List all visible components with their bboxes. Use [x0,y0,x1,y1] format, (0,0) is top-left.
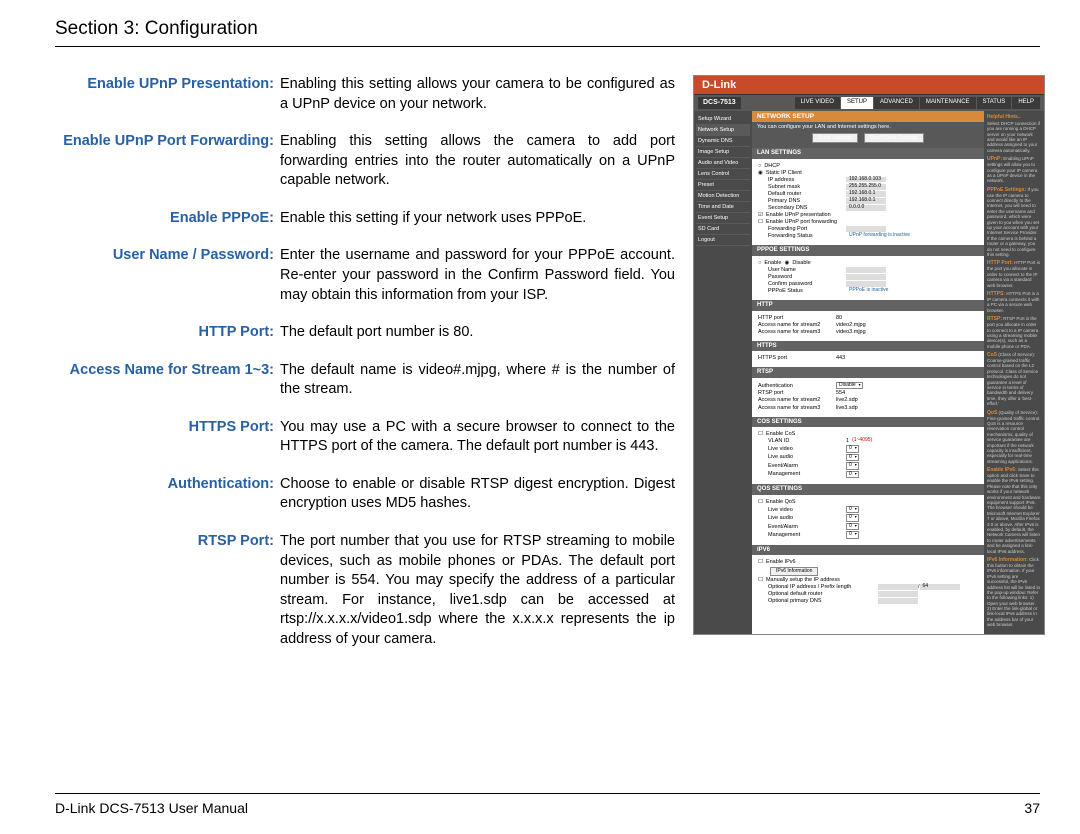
ipv6-info-button[interactable]: IPv6 Information [770,567,818,577]
qos-ev-select[interactable]: 0 [846,523,859,531]
def-desc: Enabling this setting allows your camera… [280,75,675,114]
dns2-field[interactable]: 0.0.0.0 [846,205,886,211]
cos-ev-select[interactable]: 0 [846,462,859,470]
ipv6-addr-field[interactable] [878,584,918,590]
tab-maintenance[interactable]: MAINTENANCE [920,97,976,109]
cos-lv-select[interactable]: 0 [846,445,859,453]
panel-title: NETWORK SETUP [752,111,984,122]
rtsp-stream3[interactable]: live3.sdp [836,405,858,411]
ipv6-manual-checkbox[interactable]: ☐ [758,577,763,583]
panel-subtitle: You can configure your LAN and Internet … [752,122,984,148]
qos-lv-select[interactable]: 0 [846,506,859,514]
rtsp-header: RTSP [752,367,984,378]
pppoe-confirm-field[interactable] [846,281,886,287]
ipv6-enable-checkbox[interactable]: ☐ [758,559,763,565]
def-label: HTTPS Port: [55,418,280,457]
def-desc: Enable this setting if your network uses… [280,209,675,229]
http-port-field[interactable]: 80 [836,315,842,321]
fwd-status: UPnP forwarding is inactive [849,233,910,239]
sidebar-item[interactable]: Logout [696,235,750,246]
tab-advanced[interactable]: ADVANCED [874,97,919,109]
save-button[interactable]: Save Settings [812,133,858,143]
sidebar-item[interactable]: SD Card [696,224,750,235]
stream3-name[interactable]: video3.mjpg [836,329,866,335]
def-label: RTSP Port: [55,532,280,649]
def-label: Enable UPnP Presentation: [55,75,280,114]
sidebar-item[interactable]: Audio and Video [696,158,750,169]
cos-mg-select[interactable]: 0 [846,471,859,479]
pppoe-disable-radio[interactable]: ◉ [785,260,790,266]
def-desc: Enabling this setting allows the camera … [280,132,675,191]
tab-setup[interactable]: SETUP [841,97,873,109]
radio-dhcp[interactable]: ○ [758,163,761,169]
definitions-column: Enable UPnP Presentation:Enabling this s… [55,75,675,667]
pppoe-status: PPPoE is inactive [849,288,888,294]
sidebar-item[interactable]: Motion Detection [696,191,750,202]
stream2-name[interactable]: video2.mjpg [836,322,866,328]
def-label: Enable UPnP Port Forwarding: [55,132,280,191]
dont-save-button[interactable]: Don't Save Settings [864,133,924,143]
gateway-field[interactable]: 192.168.0.1 [846,191,886,197]
rtsp-auth-select[interactable]: Disable [836,382,863,390]
sidebar-item[interactable]: Event Setup [696,213,750,224]
vlan-field[interactable]: 1 [846,438,849,444]
upnp-pres-checkbox[interactable]: ☑ [758,212,763,218]
tab-help[interactable]: HELP [1012,97,1040,109]
upnp-fwd-checkbox[interactable]: ☐ [758,219,763,225]
def-desc: The default name is video#.mjpg, where #… [280,361,675,400]
def-label: HTTP Port: [55,323,280,343]
model-label: DCS-7513 [698,97,741,109]
def-desc: Choose to enable or disable RTSP digest … [280,475,675,514]
rtsp-stream2[interactable]: live2.sdp [836,397,858,403]
sidebar-item[interactable]: Dynamic DNS [696,136,750,147]
qos-la-select[interactable]: 0 [846,514,859,522]
ipv6-dns-field[interactable] [878,598,918,604]
def-desc: Enter the username and password for your… [280,246,675,305]
mask-field[interactable]: 255.255.255.0 [846,184,886,190]
cos-la-select[interactable]: 0 [846,454,859,462]
def-label: Access Name for Stream 1~3: [55,361,280,400]
lan-header: LAN SETTINGS [752,148,984,159]
sidebar-item[interactable]: Setup Wizard [696,114,750,125]
ip-field[interactable]: 192.168.0.103 [846,177,886,183]
pppoe-user-field[interactable] [846,267,886,273]
sidebar-item[interactable]: Network Setup [696,125,750,136]
pppoe-pass-field[interactable] [846,274,886,280]
help-sidebar: Helpful Hints.. Select DHCP connection i… [984,111,1044,634]
def-label: Enable PPPoE: [55,209,280,229]
cos-enable-checkbox[interactable]: ☐ [758,431,763,437]
http-header: HTTP [752,300,984,311]
sidebar-item[interactable]: Time and Date [696,202,750,213]
footer-manual: D-Link DCS-7513 User Manual [55,800,248,816]
cos-header: COS SETTINGS [752,417,984,428]
radio-static[interactable]: ◉ [758,170,763,176]
pppoe-enable-radio[interactable]: ○ [758,260,761,266]
tab-live-video[interactable]: LIVE VIDEO [795,97,840,109]
def-desc: The port number that you use for RTSP st… [280,532,675,649]
pppoe-header: PPPOE SETTINGS [752,245,984,256]
https-header: HTTPS [752,341,984,352]
fwd-port-field[interactable] [846,226,886,232]
ipv6-gw-field[interactable] [878,591,918,597]
sidebar-item[interactable]: Image Setup [696,147,750,158]
tab-status[interactable]: STATUS [977,97,1012,109]
def-label: User Name / Password: [55,246,280,305]
https-port-field[interactable]: 443 [836,355,845,361]
ui-sidebar: Setup Wizard Network Setup Dynamic DNS I… [694,111,752,634]
sidebar-item[interactable]: Lens Control [696,169,750,180]
ipv6-header: IPV6 [752,545,984,556]
sidebar-item[interactable]: Preset [696,180,750,191]
def-label: Authentication: [55,475,280,514]
def-desc: The default port number is 80. [280,323,675,343]
qos-enable-checkbox[interactable]: ☐ [758,499,763,505]
def-desc: You may use a PC with a secure browser t… [280,418,675,457]
section-title: Section 3: Configuration [55,18,1040,47]
qos-header: QOS SETTINGS [752,484,984,495]
rtsp-port-field[interactable]: 554 [836,390,845,396]
dns1-field[interactable]: 192.168.0.1 [846,198,886,204]
footer-page: 37 [1024,800,1040,816]
brand-bar: D-Link [694,76,1044,95]
qos-mg-select[interactable]: 0 [846,531,859,539]
config-ui-screenshot: D-Link DCS-7513 LIVE VIDEO SETUP ADVANCE… [693,75,1045,635]
